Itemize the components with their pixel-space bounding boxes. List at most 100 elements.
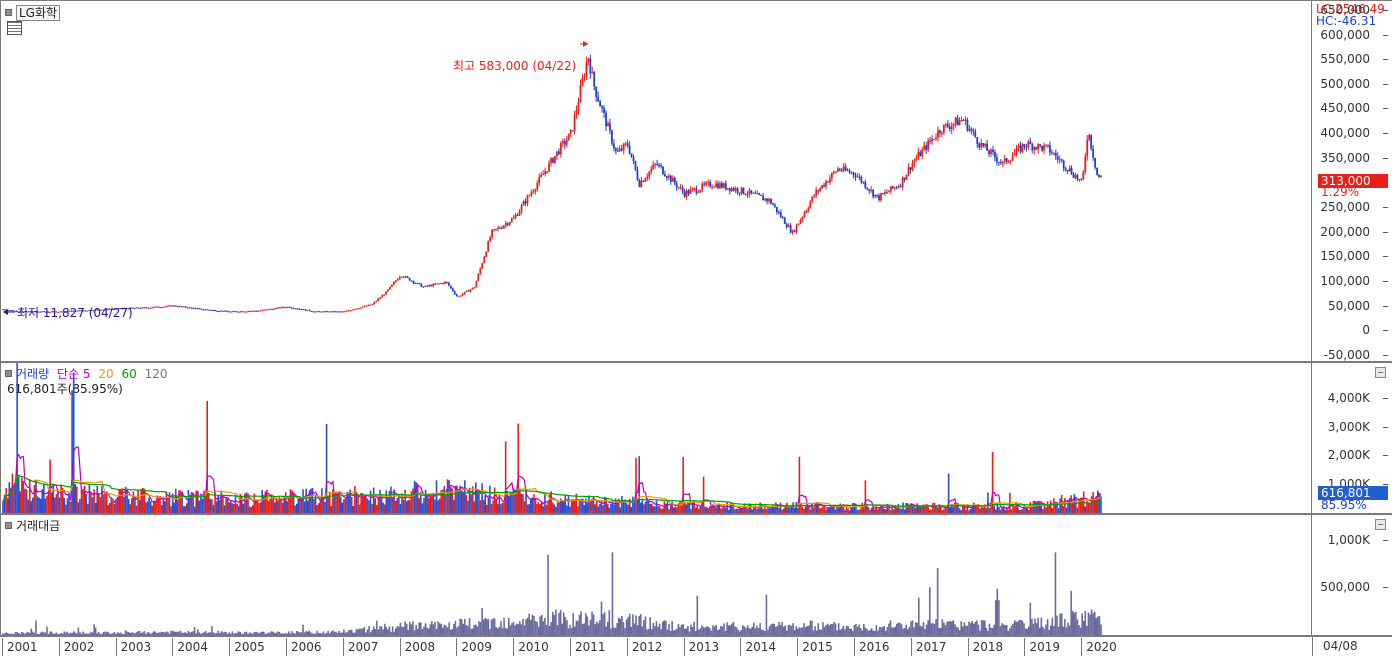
volume-bar [360, 492, 362, 513]
value-bar [148, 632, 150, 635]
value-bar [291, 631, 293, 635]
volume-bar [1068, 497, 1071, 513]
volume-bar [946, 508, 948, 513]
value-bar [435, 628, 438, 635]
value-bar [950, 621, 953, 635]
volume-collapse-button[interactable]: − [1375, 367, 1386, 378]
price-candle [19, 311, 22, 313]
value-pane-title[interactable]: 거래대금 [5, 517, 60, 534]
value-bar [467, 626, 469, 635]
value-bar [479, 622, 482, 635]
value-bar [297, 631, 300, 635]
price-candle [534, 189, 537, 192]
price-candle [738, 192, 741, 194]
pane-menu-icon[interactable] [5, 9, 12, 16]
price-candle [752, 192, 755, 194]
value-bar [985, 627, 988, 635]
volume-bar [479, 500, 482, 513]
table-grid-icon[interactable] [7, 21, 22, 35]
volume-bar [248, 506, 251, 513]
value-bar [649, 617, 651, 635]
value-bar [641, 626, 644, 635]
volume-bar [749, 504, 752, 513]
volume-bar [877, 509, 879, 513]
volume-bar [735, 508, 738, 513]
price-candle [626, 143, 629, 146]
volume-bar [6, 498, 9, 513]
volume-bar [170, 506, 172, 513]
price-candle [257, 310, 260, 312]
volume-bar [339, 497, 342, 513]
volume-bar [632, 496, 634, 513]
value-bar [65, 632, 67, 635]
price-candle [430, 285, 433, 287]
value-bar [583, 623, 586, 635]
volume-menu-icon[interactable] [5, 370, 12, 377]
volume-bar [203, 490, 205, 513]
price-candle [691, 188, 694, 190]
price-candle [55, 311, 57, 313]
value-collapse-button[interactable]: − [1375, 519, 1386, 530]
price-candle [473, 287, 476, 289]
price-candle [612, 143, 615, 149]
value-bar [504, 627, 507, 635]
price-candle [188, 307, 191, 309]
value-bar [196, 629, 199, 635]
value-bar [1098, 615, 1101, 635]
value-bar [836, 630, 838, 635]
price-candle [1056, 156, 1059, 160]
volume-bar [438, 498, 441, 513]
price-candle [554, 156, 556, 163]
x-tick-label: 2011 [570, 638, 606, 656]
value-bar [303, 632, 306, 635]
price-candle [1033, 147, 1036, 151]
value-axis: 1,000K 500,000 − [1312, 514, 1392, 636]
volume-bar [454, 485, 457, 513]
value-bar [921, 626, 923, 635]
volume-bar [236, 503, 238, 513]
value-bar [385, 627, 388, 635]
value-bar [1057, 626, 1060, 635]
volume-bar [1007, 510, 1010, 513]
price-candle [502, 225, 505, 229]
value-bar [115, 633, 117, 635]
value-bar [295, 630, 298, 635]
volume-bar [275, 499, 278, 513]
value-bar [756, 625, 758, 635]
price-candle [614, 148, 617, 151]
value-bar [787, 625, 790, 635]
value-bar [272, 631, 274, 635]
value-bar [1064, 619, 1066, 635]
value-bar [50, 631, 53, 635]
volume-bar [192, 492, 194, 513]
price-pane-title[interactable]: LG화학 [5, 4, 61, 21]
price-candle [35, 311, 38, 313]
value-bar [209, 632, 212, 635]
price-candle [208, 309, 211, 311]
value-bar [646, 629, 648, 635]
price-candle [49, 311, 52, 313]
volume-bar [985, 508, 988, 513]
value-chart-svg [2, 552, 1102, 635]
price-candle [25, 311, 28, 313]
value-bar [432, 624, 435, 635]
volume-bar [897, 503, 900, 513]
value-bar [142, 632, 144, 635]
volume-bar [332, 489, 334, 513]
date-readout: 04/08 [1312, 636, 1392, 656]
volume-bar [1029, 502, 1032, 513]
volume-bar [229, 500, 232, 513]
value-menu-icon[interactable] [5, 522, 12, 529]
price-candle [1076, 175, 1079, 180]
price-candle [689, 189, 692, 194]
volume-bar [66, 498, 69, 513]
price-candle [387, 289, 389, 292]
ma-period-20: 20 [98, 367, 114, 381]
price-candle [756, 193, 759, 195]
volume-bar [1023, 504, 1025, 513]
price-candle [1074, 175, 1077, 178]
value-bar [580, 611, 582, 635]
volume-bar [207, 492, 210, 513]
volume-bar [776, 503, 779, 513]
price-candle [336, 311, 338, 313]
